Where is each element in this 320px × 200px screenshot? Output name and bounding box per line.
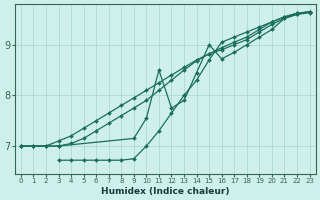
X-axis label: Humidex (Indice chaleur): Humidex (Indice chaleur) [101,187,229,196]
